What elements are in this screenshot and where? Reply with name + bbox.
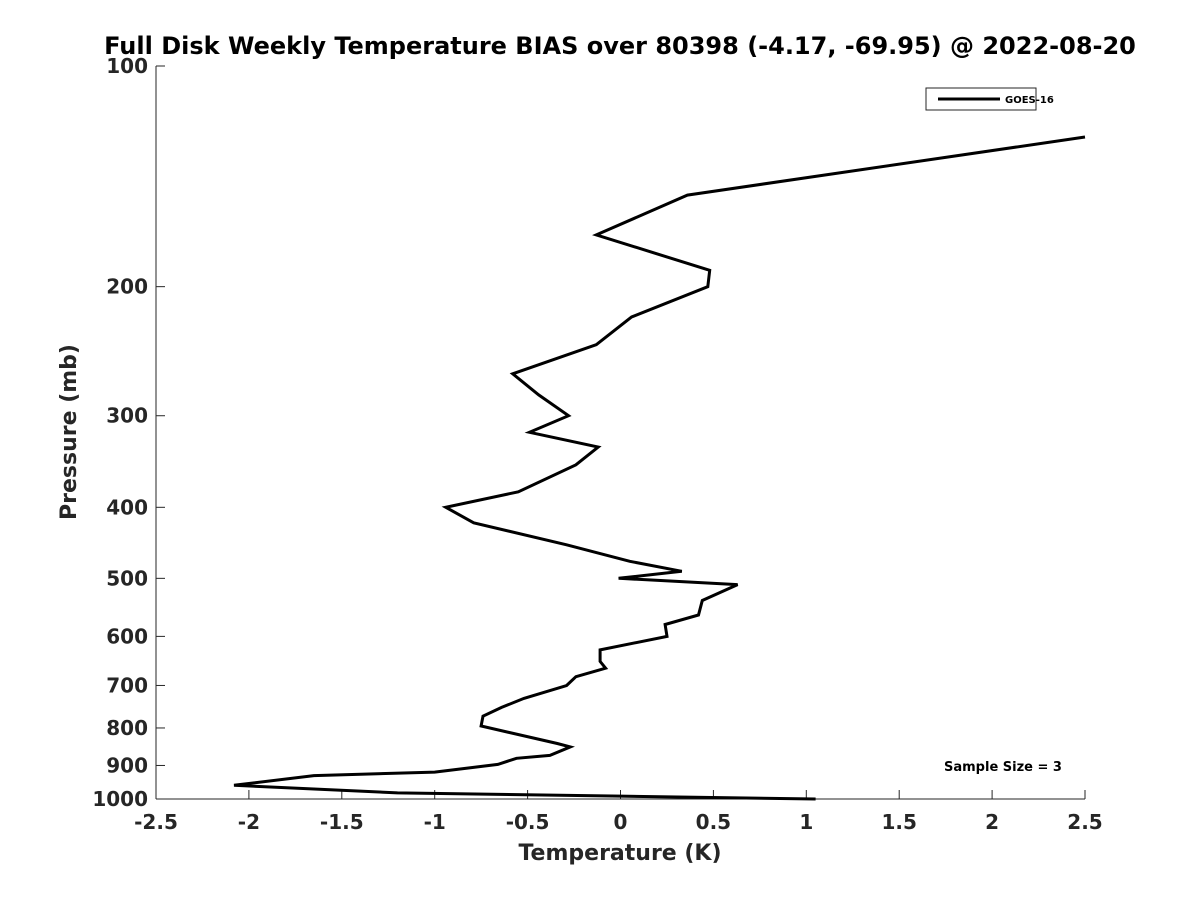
y-axis-label: Pressure (mb) <box>57 344 82 520</box>
x-tick-label: 0.5 <box>696 810 731 834</box>
x-tick-labels: -2.5 -2 -1.5 -1 -0.5 0 0.5 1 1.5 2 2.5 <box>134 810 1103 834</box>
y-tick-label: 100 <box>106 54 148 78</box>
sample-size-annotation: Sample Size = 3 <box>944 760 1062 775</box>
legend: GOES-16 <box>925 87 1054 111</box>
y-tick-label: 500 <box>106 566 148 590</box>
legend-label-goes-16: GOES-16 <box>1005 95 1054 106</box>
x-tick-label: 1.5 <box>881 810 916 834</box>
y-tick-label: 200 <box>106 275 148 299</box>
y-tick-label: 900 <box>106 753 148 777</box>
x-tick-label: 1 <box>799 810 813 834</box>
x-tick-label: 2.5 <box>1067 810 1102 834</box>
y-tick-label: 600 <box>106 624 148 648</box>
series-line-goes-16 <box>233 135 1086 801</box>
x-tick-label: -0.5 <box>506 810 550 834</box>
x-tick-label: -1 <box>424 810 446 834</box>
x-tick-label: -1.5 <box>320 810 364 834</box>
y-tick-labels: 100 200 300 400 500 600 700 800 900 1000 <box>92 54 148 811</box>
y-tick-label: 1000 <box>92 787 148 811</box>
y-tick-label: 300 <box>106 404 148 428</box>
y-tick-label: 700 <box>106 673 148 697</box>
x-tick-label: -2.5 <box>134 810 178 834</box>
chart-title: Full Disk Weekly Temperature BIAS over 8… <box>104 32 1136 60</box>
x-tick-label: 2 <box>985 810 999 834</box>
x-axis-label: Temperature (K) <box>518 841 721 866</box>
x-tick-label: -2 <box>238 810 260 834</box>
series-layer <box>233 135 1086 801</box>
y-tick-label: 800 <box>106 716 148 740</box>
x-tick-label: 0 <box>614 810 628 834</box>
y-tick-label: 400 <box>106 495 148 519</box>
